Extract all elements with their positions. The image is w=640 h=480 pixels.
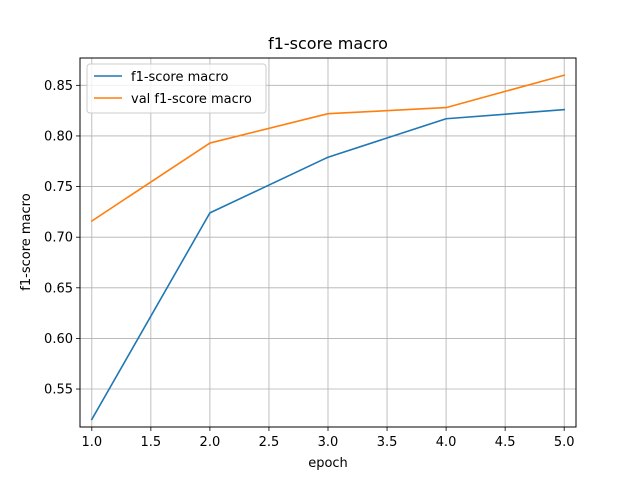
x-tick-label: 1.0 (81, 435, 102, 450)
y-tick-label: 0.60 (44, 332, 73, 347)
y-tick-label: 0.75 (44, 180, 73, 195)
y-tick-label: 0.65 (44, 281, 73, 296)
series-line-val-f1-score-macro (90, 74, 566, 223)
series-layer (90, 74, 566, 421)
legend-box (86, 63, 267, 114)
y-tick-label: 0.85 (44, 79, 73, 94)
legend-label-f1-score-macro: f1-score macro (131, 70, 228, 85)
y-tick-label: 0.55 (44, 383, 73, 398)
x-tick-label: 4.0 (436, 435, 457, 450)
chart-title: f1-score macro (268, 34, 388, 53)
x-tick-label: 5.0 (554, 435, 575, 450)
x-tick-label: 2.0 (200, 435, 221, 450)
x-axis-label: epoch (308, 456, 348, 471)
x-tick-label: 3.5 (377, 435, 398, 450)
y-tick-label: 0.70 (44, 231, 73, 246)
series-line-f1-score-macro (90, 108, 566, 421)
x-tick-label: 1.5 (141, 435, 162, 450)
x-tick-label: 3.0 (318, 435, 339, 450)
legend: f1-score macro val f1-score macro (86, 63, 267, 114)
grid-layer (80, 58, 576, 427)
ticks-layer: 1.0 1.5 2.0 2.5 3.0 3.5 4.0 4.5 5.0 0.55 0.60 0.65 0… (44, 79, 574, 450)
y-tick-label: 0.80 (44, 129, 73, 144)
legend-label-val-f1-score-macro: val f1-score macro (131, 92, 252, 107)
x-tick-label: 4.5 (495, 435, 516, 450)
y-axis-label: f1-score macro (19, 193, 34, 290)
x-tick-label: 2.5 (259, 435, 280, 450)
